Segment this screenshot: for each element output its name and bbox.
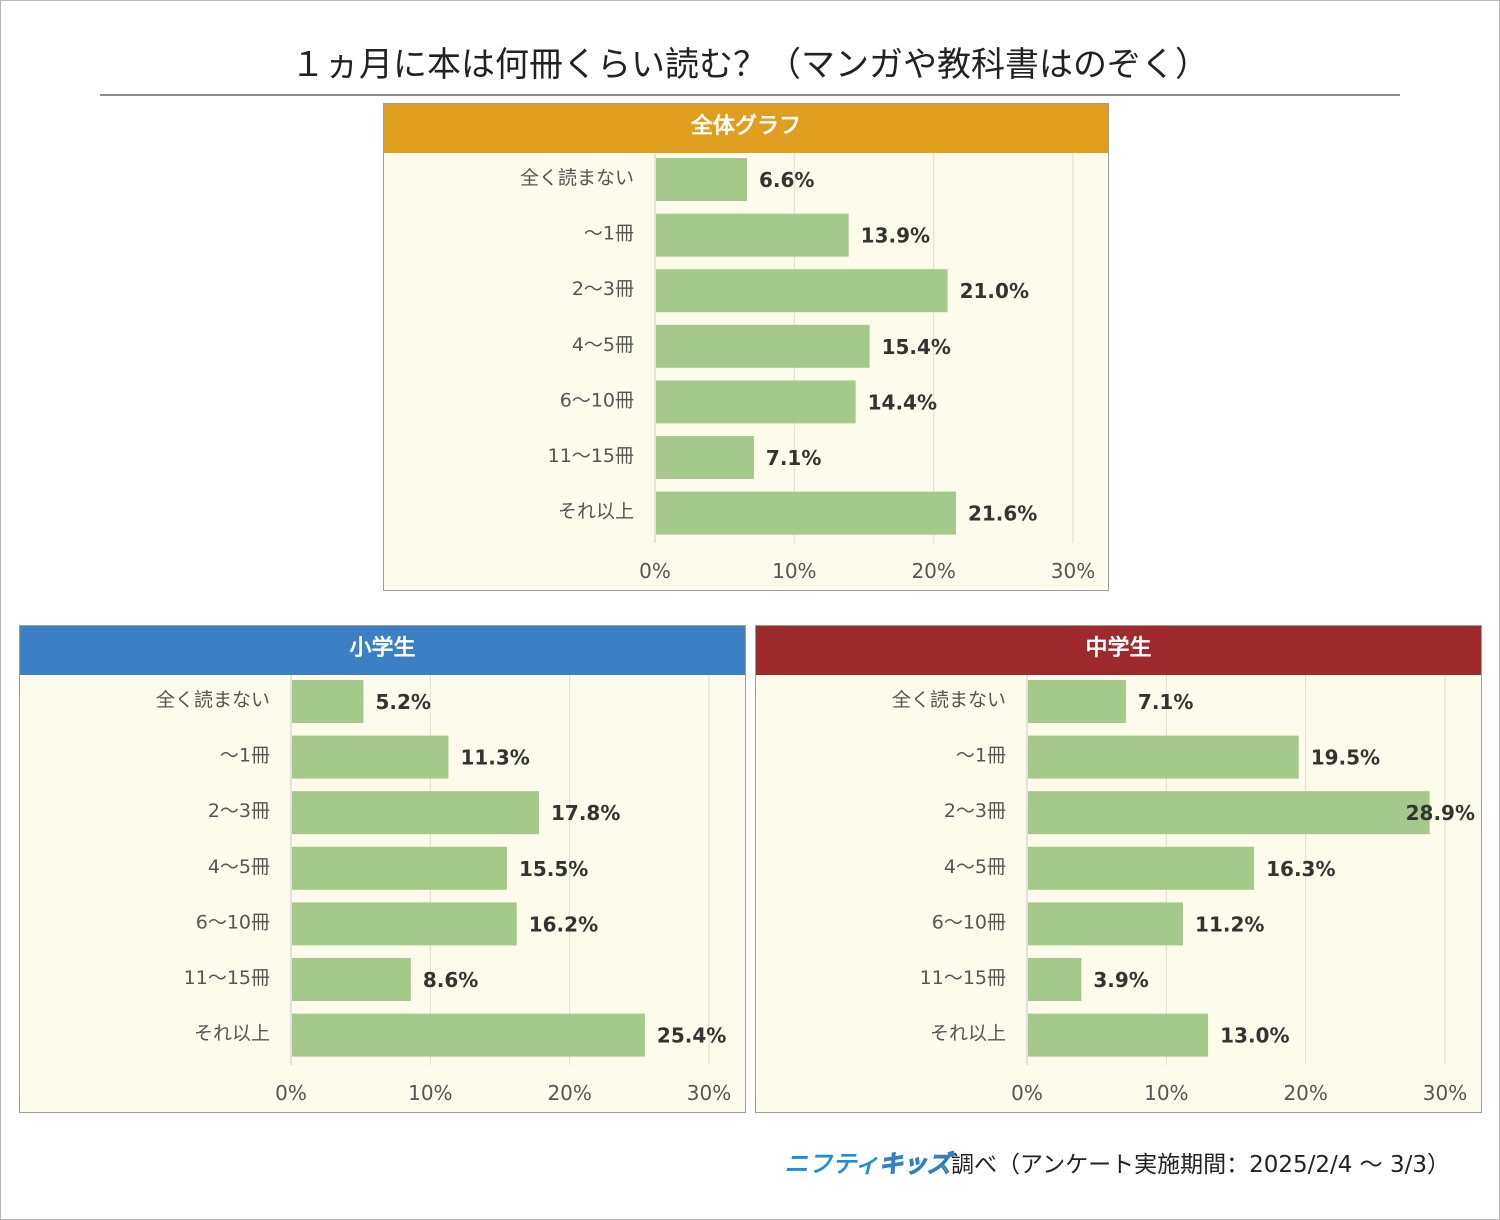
bar <box>656 213 849 257</box>
elementary-chart-header: 小学生 <box>20 626 745 675</box>
value-label: 13.0% <box>1220 1024 1289 1048</box>
bar <box>1028 680 1126 723</box>
value-label: 7.1% <box>766 446 821 470</box>
elementary-chart-panel: 小学生 0% 10% 20% 30% 全く読まない 5.2% ～1冊 11.3% 2～3冊 17.… <box>19 625 746 1113</box>
value-label: 17.8% <box>551 801 620 825</box>
category-label: ～1冊 <box>220 745 270 767</box>
category-label: それ以上 <box>194 1023 270 1045</box>
survey-period-text: 調べ（アンケート実施期間：2025/2/4 ～ 3/3） <box>950 1152 1450 1178</box>
x-tick-label: 10% <box>772 559 816 583</box>
x-tick-label: 30% <box>687 1081 731 1105</box>
overall-chart-panel: 全体グラフ 0% 10% 20% 30% 全く読まない 6.6% ～1冊 13.9% 2～3冊 2… <box>383 103 1109 591</box>
overall-bar-chart: 0% 10% 20% 30% 全く読まない 6.6% ～1冊 13.9% 2～3冊 21.0% 4～… <box>520 153 1095 583</box>
value-label: 19.5% <box>1311 746 1380 770</box>
nifty-kids-logo: ニフティキッズ <box>784 1150 951 1179</box>
bar <box>656 269 948 313</box>
value-label: 25.4% <box>657 1024 726 1048</box>
x-tick-label: 0% <box>1011 1081 1043 1105</box>
bar <box>656 158 747 201</box>
junior-high-bar-chart: 0% 10% 20% 30% 全く読まない 7.1% ～1冊 19.5% 2～3冊 28.9% 4～… <box>892 675 1475 1105</box>
category-label: 全く読まない <box>520 167 634 189</box>
category-label: 11～15冊 <box>548 445 634 467</box>
category-label: それ以上 <box>930 1023 1006 1045</box>
logo-text-nifty: ニフティ <box>784 1150 879 1178</box>
bar <box>292 958 411 1001</box>
bar <box>292 735 449 779</box>
x-tick-label: 30% <box>1051 559 1095 583</box>
bar <box>656 324 870 368</box>
bar <box>292 791 540 835</box>
value-label: 8.6% <box>423 968 478 992</box>
logo-text-kids: キッズ <box>878 1150 951 1179</box>
junior-high-chart-panel: 中学生 0% 10% 20% 30% 全く読まない 7.1% ～1冊 19.5% 2～3冊 28.… <box>755 625 1482 1113</box>
category-label: 2～3冊 <box>572 278 634 300</box>
x-tick-label: 0% <box>275 1081 307 1105</box>
value-label: 6.6% <box>759 168 814 192</box>
bar <box>1028 1013 1209 1057</box>
category-label: 4～5冊 <box>208 856 270 878</box>
x-tick-label: 0% <box>639 559 671 583</box>
x-tick-label: 10% <box>1144 1081 1188 1105</box>
value-label: 16.3% <box>1266 857 1335 881</box>
value-label: 13.9% <box>861 224 930 248</box>
category-label: 6～10冊 <box>196 911 270 933</box>
category-label: 全く読まない <box>156 689 270 711</box>
junior-high-chart-header: 中学生 <box>756 626 1481 675</box>
bar <box>656 436 754 479</box>
category-label: 11～15冊 <box>920 967 1006 989</box>
x-tick-label: 20% <box>547 1081 591 1105</box>
overall-chart-header: 全体グラフ <box>384 104 1108 153</box>
value-label: 16.2% <box>529 912 598 936</box>
value-label: 11.3% <box>460 746 529 770</box>
bar <box>1028 791 1430 835</box>
value-label: 5.2% <box>375 690 430 714</box>
category-label: ～1冊 <box>584 223 634 245</box>
value-label: 28.9% <box>1406 801 1475 825</box>
category-label: 4～5冊 <box>572 334 634 356</box>
value-label: 15.4% <box>882 335 951 359</box>
value-label: 7.1% <box>1138 690 1193 714</box>
value-label: 21.0% <box>960 279 1029 303</box>
value-label: 15.5% <box>519 857 588 881</box>
bar <box>1028 846 1255 890</box>
bar <box>292 680 364 723</box>
category-label: 4～5冊 <box>944 856 1006 878</box>
value-label: 3.9% <box>1093 968 1148 992</box>
category-label: 2～3冊 <box>944 800 1006 822</box>
elementary-bar-chart: 0% 10% 20% 30% 全く読まない 5.2% ～1冊 11.3% 2～3冊 17.8% 4～… <box>156 675 731 1105</box>
category-label: それ以上 <box>558 501 634 523</box>
source-footer: ニフティキッズ調べ（アンケート実施期間：2025/2/4 ～ 3/3） <box>784 1146 1450 1182</box>
bar <box>656 380 856 424</box>
value-label: 11.2% <box>1195 912 1264 936</box>
category-label: 11～15冊 <box>184 967 270 989</box>
value-label: 14.4% <box>868 390 937 414</box>
page-title: １ヵ月に本は何冊くらい読む？（マンガや教科書はのぞく） <box>100 38 1400 96</box>
category-label: 6～10冊 <box>932 911 1006 933</box>
bar <box>292 846 507 890</box>
category-label: 6～10冊 <box>560 389 634 411</box>
bar <box>1028 735 1299 779</box>
category-label: 全く読まない <box>892 689 1006 711</box>
bar <box>656 491 956 535</box>
bar <box>292 902 517 946</box>
category-label: 2～3冊 <box>208 800 270 822</box>
category-label: ～1冊 <box>956 745 1006 767</box>
x-tick-label: 10% <box>408 1081 452 1105</box>
bar <box>1028 902 1184 946</box>
value-label: 21.6% <box>968 502 1037 526</box>
x-tick-label: 30% <box>1423 1081 1467 1105</box>
bar <box>1028 958 1082 1001</box>
x-tick-label: 20% <box>911 559 955 583</box>
x-tick-label: 20% <box>1283 1081 1327 1105</box>
bar <box>292 1013 645 1057</box>
